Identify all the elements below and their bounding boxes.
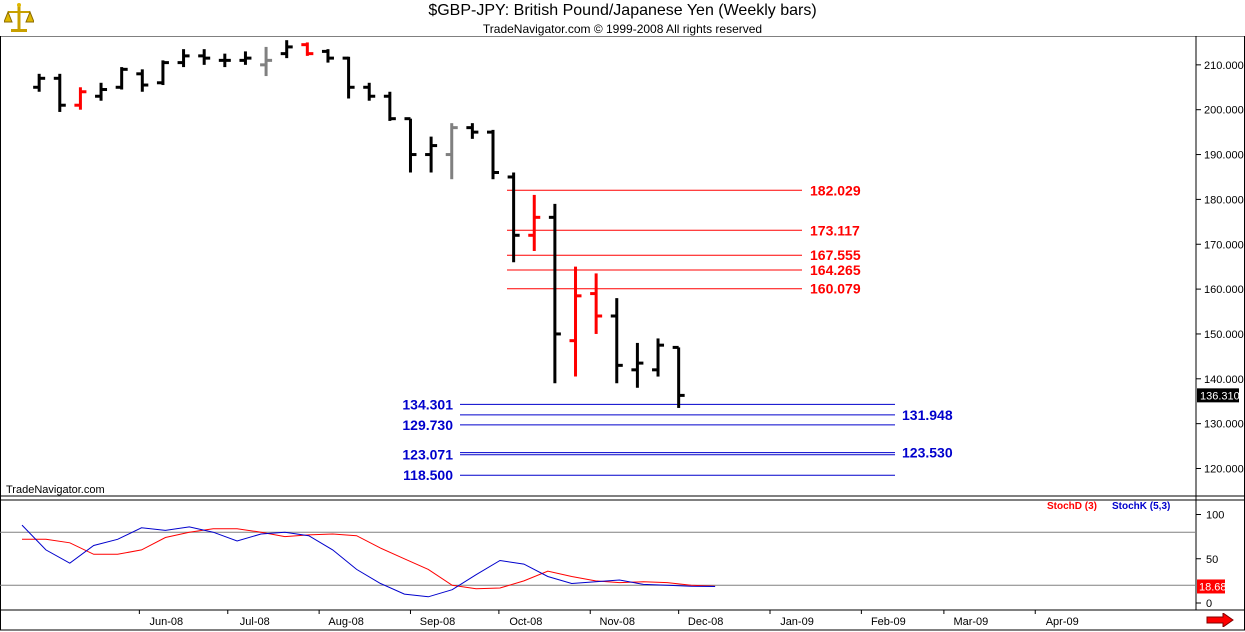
ohlc-bar bbox=[74, 87, 87, 110]
ohlc-bar bbox=[548, 203, 561, 384]
ohlc-bar bbox=[280, 40, 293, 59]
price-tick-label: 170.000 bbox=[1204, 239, 1244, 251]
date-axis: Jun-08 Jul-08 Aug-08 Sep-08 Oct-08 Nov-08 Dec-… bbox=[138, 610, 1079, 628]
ohlc-bar bbox=[156, 60, 169, 86]
support-label: 134.301 bbox=[402, 396, 453, 412]
date-tick-label: Dec-08 bbox=[688, 616, 723, 628]
scroll-right-arrow-icon[interactable] bbox=[1206, 612, 1234, 628]
date-tick-label: Feb-09 bbox=[871, 616, 906, 628]
ohlc-bar bbox=[198, 49, 211, 65]
price-tick-label: 210.000 bbox=[1204, 60, 1244, 72]
support-label: 123.071 bbox=[402, 447, 453, 463]
ohlc-bar bbox=[569, 266, 582, 377]
ohlc-bar bbox=[53, 73, 66, 112]
stoch-tick-label: 100 bbox=[1206, 510, 1224, 522]
chart-subtitle: TradeNavigator.com © 1999-2008 All right… bbox=[482, 22, 763, 36]
price-tick-label: 130.000 bbox=[1204, 419, 1244, 431]
price-tick-label: 120.000 bbox=[1204, 464, 1244, 476]
ohlc-bar bbox=[652, 338, 665, 377]
ohlc-bar bbox=[404, 117, 417, 173]
ohlc-bar bbox=[218, 53, 231, 68]
last-price-label: 136.310 bbox=[1200, 390, 1240, 402]
stoch-tick-label: 0 bbox=[1206, 598, 1212, 610]
date-tick-label: Sep-08 bbox=[420, 616, 455, 628]
stoch-legend-label: StochK (5,3) bbox=[1112, 501, 1170, 512]
price-bars bbox=[33, 40, 685, 408]
price-tick-label: 160.000 bbox=[1204, 284, 1244, 296]
support-label: 118.500 bbox=[403, 467, 453, 483]
resistance-label: 160.079 bbox=[810, 281, 861, 297]
ohlc-bar bbox=[610, 298, 623, 384]
chart-frame bbox=[0, 36, 1245, 631]
ohlc-bar bbox=[239, 51, 252, 65]
last-price-tag bbox=[1197, 388, 1239, 403]
date-tick-label: Oct-08 bbox=[509, 616, 542, 628]
date-tick-label: Jul-08 bbox=[240, 616, 270, 628]
ohlc-bar bbox=[631, 342, 644, 388]
ohlc-bar bbox=[95, 82, 108, 101]
stoch-line bbox=[21, 524, 716, 598]
price-tick-label: 200.000 bbox=[1204, 105, 1244, 117]
watermark: TradeNavigator.com bbox=[6, 484, 105, 496]
stochastic-panel: 100 50 0 StochD (3) StochK (5,3) 18.68 bbox=[0, 501, 1227, 610]
ohlc-bar bbox=[445, 123, 458, 180]
ohlc-bar bbox=[301, 42, 314, 56]
stoch-legend-label: StochD (3) bbox=[1047, 501, 1097, 512]
ohlc-bar bbox=[33, 73, 46, 92]
date-tick-label: Jun-08 bbox=[150, 616, 184, 628]
date-tick-label: Jan-09 bbox=[780, 616, 814, 628]
price-tick-label: 180.000 bbox=[1204, 194, 1244, 206]
trade-navigator-logo-icon bbox=[3, 2, 35, 34]
resistance-label: 164.265 bbox=[810, 262, 861, 278]
ohlc-bar bbox=[342, 56, 355, 99]
resistance-label: 182.029 bbox=[810, 182, 861, 198]
chart-header: $GBP-JPY: British Pound/Japanese Yen (We… bbox=[0, 0, 1245, 36]
date-tick-label: Nov-08 bbox=[600, 616, 635, 628]
date-tick-label: Apr-09 bbox=[1046, 616, 1079, 628]
ohlc-bar bbox=[590, 273, 603, 334]
resistance-label: 173.117 bbox=[810, 222, 860, 238]
price-tick-label: 190.000 bbox=[1204, 150, 1244, 162]
stoch-value-label: 18.68 bbox=[1199, 581, 1227, 593]
ohlc-bar bbox=[672, 345, 685, 408]
support-label: 123.530 bbox=[902, 445, 953, 461]
ohlc-bar bbox=[507, 172, 520, 263]
ohlc-bar bbox=[260, 46, 273, 77]
ohlc-bar bbox=[177, 49, 190, 68]
price-tick-label: 140.000 bbox=[1204, 374, 1244, 386]
stoch-value-tag bbox=[1197, 579, 1225, 594]
chart-title: $GBP-JPY: British Pound/Japanese Yen (We… bbox=[428, 2, 817, 19]
stoch-line bbox=[22, 528, 716, 590]
support-label: 129.730 bbox=[402, 417, 453, 433]
resistance-label: 167.555 bbox=[810, 247, 861, 263]
ohlc-bar bbox=[425, 136, 438, 173]
outer-border bbox=[0, 36, 1245, 631]
support-label: 131.948 bbox=[902, 407, 953, 423]
ohlc-bar bbox=[136, 69, 149, 92]
price-tick-label: 150.000 bbox=[1204, 329, 1244, 341]
ohlc-bar bbox=[115, 67, 128, 90]
ohlc-bar bbox=[363, 82, 376, 101]
date-tick-label: Mar-09 bbox=[953, 616, 988, 628]
ohlc-bar bbox=[486, 129, 499, 180]
stoch-tick-label: 50 bbox=[1206, 554, 1218, 566]
ohlc-bar bbox=[466, 123, 479, 139]
ohlc-bar bbox=[321, 49, 334, 63]
date-tick-label: Aug-08 bbox=[328, 616, 363, 628]
price-axis: 120.000 130.000 140.000 150.000 160.000 170.0… bbox=[1196, 60, 1244, 476]
ohlc-bar bbox=[528, 194, 541, 251]
ohlc-bar bbox=[383, 91, 396, 121]
